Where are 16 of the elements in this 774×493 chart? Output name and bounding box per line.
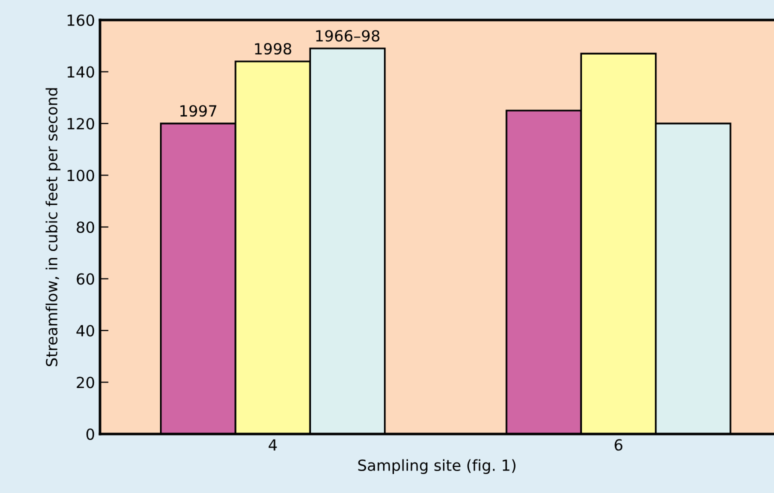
y-tick-label: 0 xyxy=(86,428,94,440)
y-tick-label: 20 xyxy=(76,376,94,388)
series-label: 1997 xyxy=(180,105,216,117)
x-axis-title: Sampling site (fig. 1) xyxy=(358,459,516,474)
y-tick-label: 160 xyxy=(68,14,94,26)
y-tick-label: 60 xyxy=(76,273,94,285)
series-label: 1966–98 xyxy=(316,30,380,42)
y-tick-label: 40 xyxy=(76,324,94,337)
y-tick-label: 140 xyxy=(68,66,94,78)
y-tick-label: 100 xyxy=(68,170,94,182)
x-tick-label: 4 xyxy=(268,439,277,450)
y-axis-title: Streamflow, in cubic feet per second xyxy=(46,88,60,366)
series-label: 1998 xyxy=(255,43,292,55)
y-tick-label: 120 xyxy=(68,118,94,130)
x-tick-label: 6 xyxy=(614,439,622,451)
y-tick-label: 80 xyxy=(76,221,94,234)
